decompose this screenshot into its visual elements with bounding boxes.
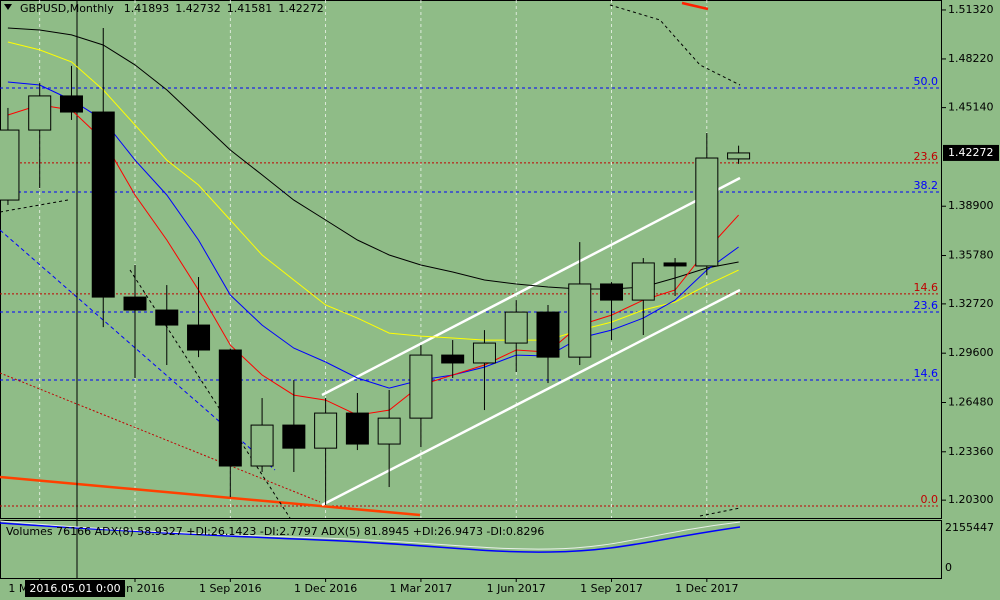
price-frame [0,0,942,519]
fib-label: 14.6 [914,281,939,294]
fib-label: 38.2 [914,179,939,192]
symbol: GBPUSD,Monthly [20,2,114,15]
crosshair-label: 2016.05.01 0:00 [29,582,120,595]
y-tick-label: 1.48220 [948,52,994,65]
candle-body [663,262,687,267]
candle-body [631,262,655,301]
fib-label: 0.0 [921,493,939,506]
x-tick-label: 1 Dec 2016 [294,582,357,595]
adx-line [0,522,741,553]
fib-label: 14.6 [914,367,939,380]
price-label-box [943,144,999,161]
fib-label: 50.0 [914,75,939,88]
plot [0,27,751,506]
crosshair-box [25,580,125,597]
indicator-frame [0,520,942,579]
candle-body [345,412,369,445]
moving-average [7,27,739,290]
y-tick-label: 1.51320 [948,3,994,16]
candle-body [377,417,401,445]
candle-body [123,296,147,311]
candle-body [504,311,528,344]
y-tick-label: 1.20300 [948,493,994,506]
open: 1.41893 [124,2,170,15]
candle-body [59,95,83,113]
x-tick-label: 1 Mar 2017 [390,582,453,595]
candle-body [727,152,751,160]
trendline [681,1,709,11]
candle-body [0,129,20,201]
trendline [129,269,291,519]
trendline [0,199,69,213]
channel-lower [321,288,741,507]
candle-body [695,157,719,267]
y-tick-label: 1.32720 [948,297,994,310]
channel-upper [321,176,741,397]
moving-average [7,81,739,389]
low: 1.41581 [227,2,273,15]
candle-body [218,349,242,467]
y-tick-label: 1.29600 [948,346,994,359]
moving-average [7,104,739,416]
candle-body [568,283,592,358]
moving-average [7,41,739,341]
x-tick-label: 1 Dec 2017 [675,582,738,595]
trendline [609,4,741,86]
candle-body [441,354,465,364]
candle-body [250,424,274,467]
y-tick-label: 1.23360 [948,445,994,458]
trendline [699,507,741,517]
y-tick-label: 1.35780 [948,249,994,262]
close: 1.42272 [278,2,324,15]
menu-icon[interactable] [4,4,12,10]
x-tick-label: 1 Sep 2016 [199,582,262,595]
grid [0,0,940,518]
y-tick-label: 1.26480 [948,395,994,408]
candle-body [187,324,211,351]
trendline [0,372,321,503]
x-tick-label: 1 Sep 2017 [580,582,643,595]
candle-body [472,342,496,364]
fib-label: 23.6 [914,299,939,312]
candle-body [314,412,338,449]
y-tick-label: 1.38900 [948,199,994,212]
high: 1.42732 [175,2,221,15]
price-label: 1.42272 [948,146,994,159]
x-tick-label: 1 Jun 2017 [487,582,546,595]
candle-body [28,95,52,131]
fib-label: 23.6 [914,150,939,163]
candle-body [536,311,560,358]
indicator-tick-label: 0 [945,561,952,574]
candle-body [282,424,306,449]
candle-body [91,111,115,298]
trendline [0,475,421,517]
header: GBPUSD,Monthly 1.41893 1.42732 1.41581 1.422… [20,2,324,15]
adx-line [0,520,741,550]
candle-body [409,354,433,419]
indicator-tick-label: 2155447 [945,521,994,534]
candle-body [155,309,179,326]
y-tick-label: 1.45140 [948,101,994,114]
candle-body [600,283,624,301]
indicator-label: Volumes 76166 ADX(8) 58.9327 +DI:26.1423… [6,525,544,538]
